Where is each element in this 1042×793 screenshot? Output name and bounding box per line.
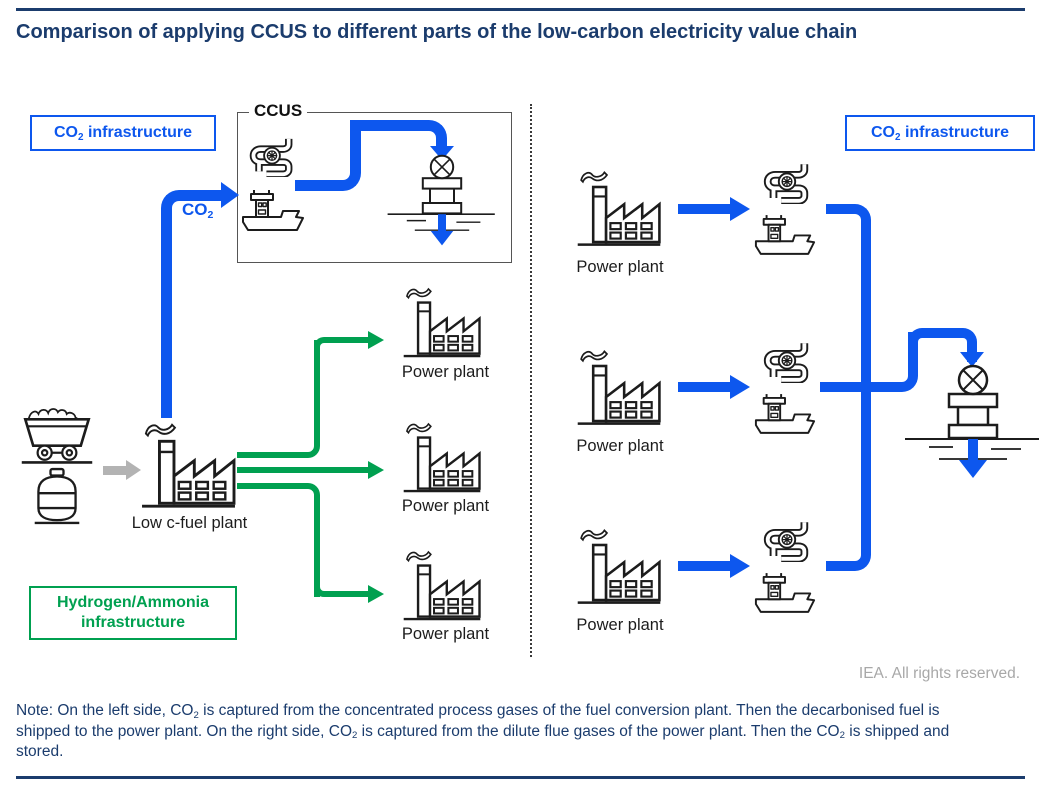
page-title: Comparison of applying CCUS to different…	[16, 21, 858, 43]
ship-icon	[753, 390, 817, 435]
co2-infrastructure-label-left: CO2 infrastructure	[30, 115, 216, 151]
power-plant-label: Power plant	[576, 437, 664, 455]
h2-flow-mid-line	[237, 467, 370, 473]
h2-flow-bottom-arrowhead	[368, 585, 384, 603]
pipeline-icon	[760, 342, 814, 383]
co2-to-storage-line-1	[820, 332, 918, 392]
fuel-input-arrow-shaft	[103, 466, 126, 475]
storage-well-icon	[386, 150, 498, 248]
ship-icon	[753, 211, 817, 256]
co2-arrow-shaft	[678, 561, 730, 571]
pipeline-icon	[246, 138, 298, 177]
ccus-box-label: CCUS	[249, 101, 308, 121]
ccus-transport-line-2	[350, 120, 447, 152]
co2-to-storage-line-2	[908, 328, 977, 362]
hydrogen-label-line2: infrastructure	[80, 614, 186, 631]
power-plant-icon	[576, 168, 662, 249]
rights-text: IEA. All rights reserved.	[858, 665, 1020, 682]
note-text: Note: On the left side, CO2 is captured …	[16, 702, 950, 761]
top-rule	[16, 8, 1025, 11]
co2-arrowhead	[730, 554, 750, 578]
co2-trunk-top-connector	[826, 204, 871, 276]
gas-cylinder-icon	[31, 467, 83, 525]
power-plant-label: Power plant	[576, 616, 664, 634]
fuel-plant-label: Low c-fuel plant	[131, 514, 248, 532]
power-plant-label: Power plant	[401, 625, 490, 643]
ship-icon	[240, 186, 306, 232]
co2-infrastructure-label-right: CO2 infrastructure	[845, 115, 1035, 151]
co2-arrow-shaft	[678, 204, 730, 214]
co2-arrowhead	[730, 197, 750, 221]
co2-arrow-shaft	[678, 382, 730, 392]
co2-capture-arrowhead	[221, 182, 239, 208]
co2-flow-label: CO2	[182, 200, 214, 221]
co2-trunk-bottom-connector	[826, 499, 871, 571]
h2-flow-top-line-1	[237, 340, 320, 458]
co2-arrowhead	[730, 375, 750, 399]
h2-flow-bottom-line-1	[237, 483, 320, 597]
pipeline-icon	[760, 163, 814, 204]
power-plant-icon	[576, 526, 662, 607]
ccus-transport-line-1	[295, 131, 361, 191]
storage-well-icon	[903, 359, 1042, 481]
hydrogen-label-line1: Hydrogen/Ammonia	[56, 594, 209, 611]
hydrogen-infrastructure-label: Hydrogen/Ammonia infrastructure	[29, 586, 237, 640]
co2-capture-flow-line	[161, 190, 223, 418]
power-plant-icon	[402, 548, 482, 623]
section-divider	[530, 104, 532, 657]
power-plant-label: Power plant	[576, 258, 664, 276]
ship-icon	[753, 569, 817, 614]
h2-flow-top-line-2	[314, 337, 370, 357]
coal-cart-icon	[20, 404, 94, 468]
power-plant-label: Power plant	[401, 497, 490, 515]
h2-flow-top-arrowhead	[368, 331, 384, 349]
fuel-plant-icon	[140, 420, 237, 511]
power-plant-label: Power plant	[401, 363, 490, 381]
h2-flow-mid-arrowhead	[368, 461, 384, 479]
co2-label-text: CO2 infrastructure	[54, 124, 192, 143]
h2-flow-bottom-line-2	[314, 577, 370, 597]
bottom-rule	[16, 776, 1025, 779]
co2-label-text: CO2 infrastructure	[871, 124, 1009, 143]
pipeline-icon	[760, 521, 814, 562]
power-plant-icon	[402, 420, 482, 495]
fuel-input-arrowhead	[126, 460, 141, 480]
power-plant-icon	[402, 285, 482, 360]
power-plant-icon	[576, 347, 662, 428]
storage-arrowhead	[960, 352, 984, 367]
